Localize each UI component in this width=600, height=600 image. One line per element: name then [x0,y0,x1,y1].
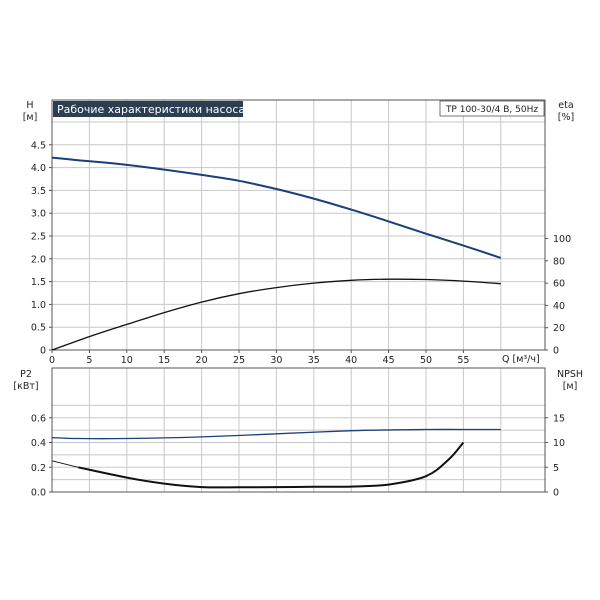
flow-tick-label: 5 [86,355,92,366]
efficiency-curve [51,278,501,351]
eta-tick-label: 40 [553,301,565,312]
power-curve [51,428,501,440]
eta-tick-label: 100 [553,234,571,245]
head-tick-label: 4.0 [31,163,46,174]
npsh-tick-label: 0 [553,488,559,499]
npsh-tick-label: 5 [553,463,559,474]
flow-tick-label: 55 [457,355,469,366]
eta-tick-label: 60 [553,279,565,290]
top-ticks: 0 5 10 15 20 25 30 35 40 45 50 55 0 0.5 1.0 1.5 2.0 2.5 3.… [31,140,571,366]
head-axis-label-unit: [м] [23,112,38,123]
eta-tick-label: 80 [553,256,565,267]
bottom-plot-frame [51,367,546,493]
chart-title-box [53,101,243,117]
head-tick-label: 1.0 [31,300,46,311]
flow-tick-label: 50 [420,355,432,366]
top-plot-frame [51,99,546,351]
flow-axis-label: Q [м³/ч] [502,354,540,365]
head-tick-label: 2.0 [31,254,46,265]
bottom-series [51,428,501,489]
top-grid [52,100,545,350]
head-tick-label: 4.5 [31,140,46,151]
flow-tick-label: 10 [121,355,133,366]
eta-axis-label-unit: [%] [558,112,574,123]
flow-tick-label: 35 [308,355,320,366]
power-axis-label-name: P2 [20,369,32,380]
power-tick-label: 0.6 [31,413,46,424]
flow-tick-label: 20 [196,355,208,366]
npsh-axis-label-unit: [м] [563,381,578,392]
head-axis-label-name: H [26,100,33,111]
npsh-curve [77,441,465,489]
flow-tick-label: 25 [233,355,245,366]
power-tick-label: 0.0 [31,488,46,499]
flow-tick-label: 15 [158,355,170,366]
flow-tick-label: 40 [345,355,357,366]
power-tick-label: 0.4 [31,438,46,449]
top-series [51,156,502,351]
chart-title: Рабочие характеристики насоса [57,103,245,116]
power-tick-label: 0.2 [31,463,46,474]
npsh-tick-label: 15 [553,413,565,424]
head-tick-label: 1.5 [31,277,46,288]
head-tick-label: 0.5 [31,323,46,334]
npsh-tick-label: 10 [553,438,565,449]
model-label: TP 100-30/4 B, 50Hz [445,105,538,115]
eta-axis-label-name: eta [558,100,573,111]
head-tick-label: 3.0 [31,209,46,220]
flow-tick-label: 0 [49,355,55,366]
npsh-axis-label-name: NPSH [557,369,583,380]
npsh-curve-extension [51,460,79,468]
flow-tick-label: 45 [383,355,395,366]
eta-tick-label: 20 [553,323,565,334]
head-curve [51,156,502,259]
head-tick-label: 3.5 [31,186,46,197]
flow-tick-label: 30 [270,355,282,366]
power-axis-label-unit: [кВт] [13,381,38,392]
eta-tick-label: 0 [553,346,559,357]
head-tick-label: 0 [40,346,46,357]
head-tick-label: 2.5 [31,232,46,243]
bottom-ticks: 0.0 0.2 0.4 0.6 0 5 10 15 [31,413,565,498]
model-label-box [439,100,545,117]
